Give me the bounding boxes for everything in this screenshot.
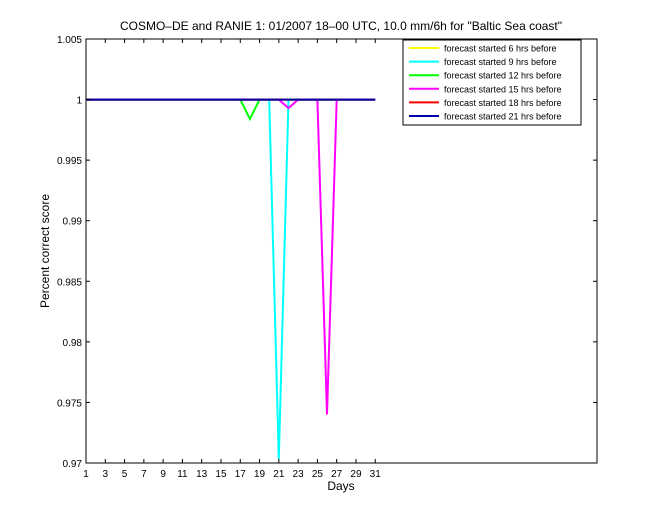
x-tick-label: 23 <box>293 469 305 480</box>
legend-label: forecast started 6 hrs before <box>444 44 557 54</box>
x-tick-label: 11 <box>177 469 188 480</box>
x-tick-label: 3 <box>103 469 109 480</box>
y-tick-label: 1.005 <box>57 35 82 46</box>
x-tick-label: 27 <box>331 469 343 480</box>
y-tick-label: 0.99 <box>63 217 83 228</box>
legend-label: forecast started 21 hrs before <box>444 112 562 122</box>
x-tick-label: 21 <box>273 469 285 480</box>
chart-title: COSMO–DE and RANIE 1: 01/2007 18–00 UTC,… <box>120 19 562 33</box>
x-tick-label: 7 <box>141 469 147 480</box>
y-tick-label: 0.995 <box>57 156 82 167</box>
legend: forecast started 6 hrs before forecast st… <box>402 39 582 126</box>
x-tick-label: 1 <box>83 469 89 480</box>
x-tick-label: 29 <box>350 469 362 480</box>
y-axis: 0.97 0.975 0.98 0.985 0.99 0.995 1 1.005 <box>57 35 597 470</box>
y-tick-label: 0.975 <box>57 398 82 409</box>
y-axis-label: Percent correct score <box>38 194 52 308</box>
x-tick-label: 25 <box>312 469 324 480</box>
x-tick-label: 9 <box>160 469 166 480</box>
y-tick-label: 0.985 <box>57 277 82 288</box>
x-axis-label: Days <box>327 479 354 493</box>
y-tick-label: 0.97 <box>63 459 83 470</box>
x-axis: 1 3 5 7 9 11 13 15 17 19 21 23 25 27 29 31 <box>83 39 381 480</box>
legend-box <box>402 39 582 126</box>
x-tick-label: 5 <box>122 469 128 480</box>
x-tick-label: 19 <box>254 469 266 480</box>
x-tick-label: 31 <box>370 469 382 480</box>
legend-label: forecast started 15 hrs before <box>444 84 562 94</box>
x-tick-label: 17 <box>235 469 247 480</box>
y-tick-label: 0.98 <box>63 338 83 349</box>
legend-label: forecast started 12 hrs before <box>444 71 562 81</box>
y-tick-label: 1 <box>76 96 82 107</box>
x-tick-label: 15 <box>215 469 227 480</box>
legend-label: forecast started 18 hrs before <box>444 98 562 108</box>
x-tick-label: 13 <box>196 469 208 480</box>
legend-label: forecast started 9 hrs before <box>444 57 557 67</box>
